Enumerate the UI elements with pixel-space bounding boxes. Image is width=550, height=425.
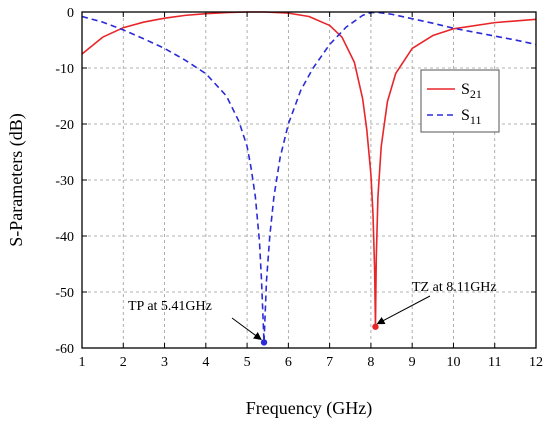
tz-annotation-label: TZ at 8.11GHz bbox=[412, 280, 497, 295]
x-tick-label: 6 bbox=[285, 355, 292, 370]
series-s11-line bbox=[81, 11, 537, 344]
tp-annotation-label: TP at 5.41GHz bbox=[128, 299, 212, 314]
legend-label-s21: S21 bbox=[461, 81, 482, 101]
y-tick-label: -50 bbox=[55, 286, 74, 301]
x-tick-label: 7 bbox=[326, 355, 333, 370]
x-tick-label: 10 bbox=[446, 355, 460, 370]
y-tick-label: -30 bbox=[55, 174, 74, 189]
y-axis-title: S-Parameters (dB) bbox=[6, 113, 27, 246]
y-tick-label: -60 bbox=[55, 342, 74, 357]
x-tick-label: 12 bbox=[529, 355, 543, 370]
x-tick-label: 5 bbox=[244, 355, 251, 370]
x-tick-label: 11 bbox=[488, 355, 501, 370]
legend-box bbox=[420, 69, 500, 133]
y-tick-label: -40 bbox=[55, 230, 74, 245]
series-layer bbox=[81, 11, 537, 344]
tp-marker bbox=[260, 339, 268, 346]
tp-arrow bbox=[231, 317, 262, 340]
x-tick-label: 8 bbox=[367, 355, 374, 370]
tz-arrow bbox=[376, 295, 431, 325]
x-tick-label: 4 bbox=[202, 355, 209, 370]
x-tick-label: 3 bbox=[161, 355, 168, 370]
x-tick-label: 2 bbox=[120, 355, 127, 370]
y-tick-label: -10 bbox=[55, 62, 74, 77]
marker-layer bbox=[260, 323, 379, 346]
legend-label-s11: S11 bbox=[461, 107, 481, 127]
tz-marker bbox=[372, 323, 379, 330]
y-tick-label: 0 bbox=[67, 6, 74, 21]
x-axis-title: Frequency (GHz) bbox=[246, 398, 372, 419]
ticks: 1 2 3 4 5 6 7 8 9 10 11 120-10-20-30-40-50-60 bbox=[55, 6, 543, 370]
x-tick-label: 9 bbox=[409, 355, 416, 370]
y-tick-label: -20 bbox=[55, 118, 74, 133]
series-s21-line bbox=[81, 11, 537, 328]
annotations: TP at 5.41GHz TZ at 8.11GHz bbox=[128, 280, 497, 340]
x-tick-label: 1 bbox=[79, 355, 86, 370]
